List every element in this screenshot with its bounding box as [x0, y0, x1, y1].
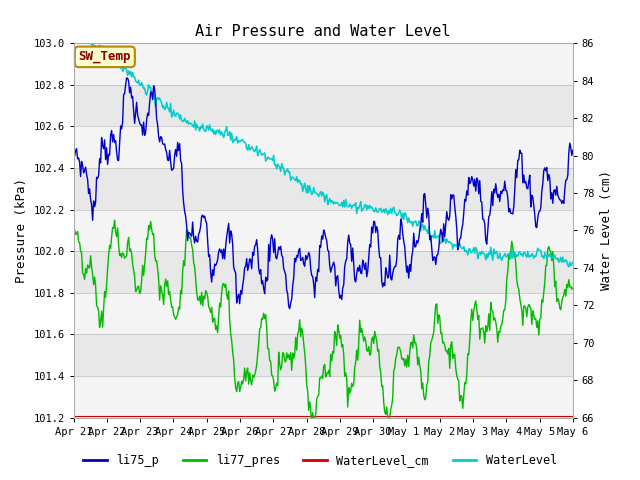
Y-axis label: Water Level (cm): Water Level (cm) [600, 170, 613, 290]
Title: Air Pressure and Water Level: Air Pressure and Water Level [195, 24, 451, 39]
Bar [74, 293, 573, 335]
Y-axis label: Pressure (kPa): Pressure (kPa) [15, 178, 28, 283]
Bar [74, 210, 573, 251]
Legend: li75_p, li77_pres, WaterLevel_cm, WaterLevel: li75_p, li77_pres, WaterLevel_cm, WaterL… [78, 449, 562, 472]
Text: SW_Temp: SW_Temp [79, 50, 131, 63]
Bar [74, 126, 573, 168]
Bar [74, 43, 573, 85]
Bar [74, 376, 573, 418]
